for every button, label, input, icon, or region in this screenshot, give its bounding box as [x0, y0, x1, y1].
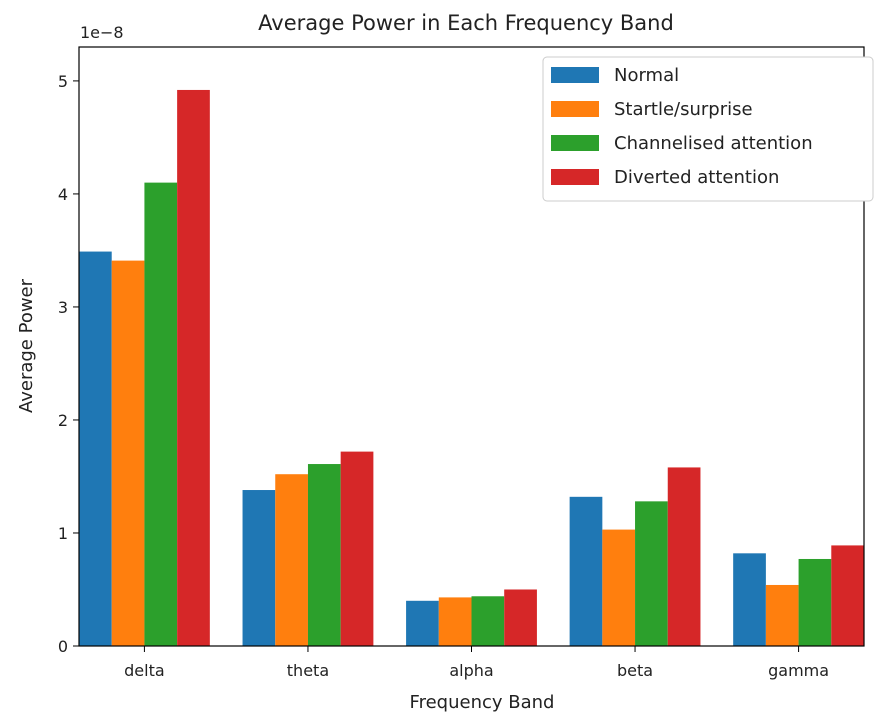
bar — [406, 600, 439, 646]
bar — [438, 597, 472, 646]
bar — [733, 553, 766, 646]
y-tick-label: 1 — [58, 524, 68, 543]
bar — [471, 596, 505, 646]
bar — [635, 501, 668, 646]
x-tick-label: gamma — [768, 661, 829, 680]
y-tick-label: 4 — [58, 185, 68, 204]
legend-swatch — [551, 169, 599, 185]
bar — [307, 464, 341, 646]
legend: Normal Startle/surprise Channelised attent… — [542, 56, 874, 202]
x-tick-label: alpha — [449, 661, 493, 680]
bar — [569, 496, 603, 646]
x-axis-label: Frequency Band — [410, 692, 555, 713]
bar — [798, 558, 832, 646]
y-tick-label: 2 — [58, 411, 68, 430]
bars-layer — [79, 89, 864, 646]
x-tick-label: theta — [287, 661, 329, 680]
bar — [831, 545, 864, 646]
legend-box — [542, 56, 874, 202]
bar — [602, 529, 636, 646]
y-axis-scale-label: 1e−8 — [80, 23, 124, 42]
legend-swatch — [551, 67, 599, 83]
legend-swatch — [551, 101, 599, 117]
bar — [504, 589, 537, 646]
bar — [79, 251, 112, 646]
bar — [177, 89, 210, 646]
y-tick-label: 3 — [58, 298, 68, 317]
bar — [765, 584, 799, 646]
bar — [242, 490, 276, 646]
chart-title: Average Power in Each Frequency Band — [258, 11, 674, 35]
legend-label: Diverted attention — [614, 167, 779, 188]
legend-label: Startle/surprise — [614, 99, 753, 120]
legend-label: Normal — [614, 65, 679, 86]
y-tick-label: 0 — [58, 637, 68, 656]
bar — [111, 260, 145, 646]
bar — [340, 451, 374, 646]
x-tick-label: beta — [617, 661, 653, 680]
legend-swatch — [551, 135, 599, 151]
x-tick-label: delta — [124, 661, 165, 680]
y-axis-label: Average Power — [16, 278, 37, 413]
y-tick-label: 5 — [58, 72, 68, 91]
bar — [144, 182, 178, 646]
bar — [667, 467, 701, 646]
axes-layer: 0 1 2 3 4 5 delta theta alpha beta gamma — [58, 46, 865, 680]
legend-label: Channelised attention — [614, 133, 813, 154]
bar — [275, 474, 308, 646]
